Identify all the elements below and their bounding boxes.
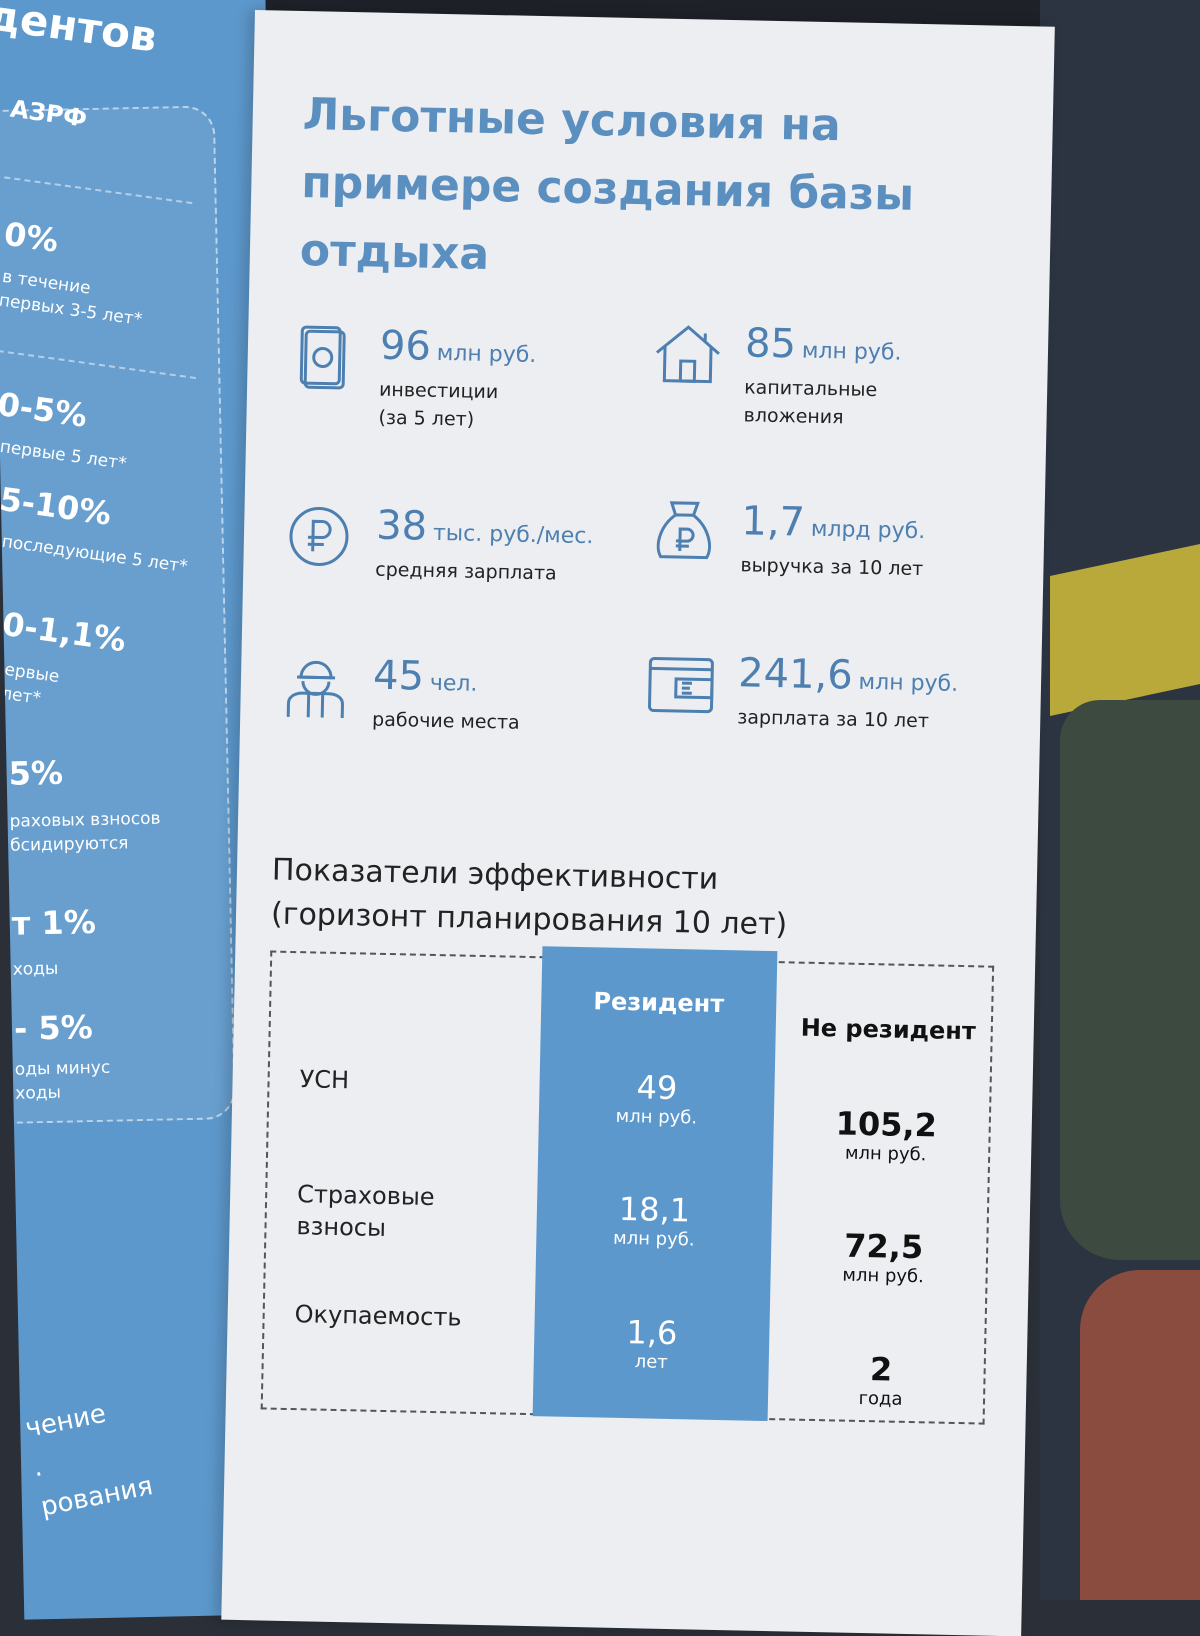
ruble-coin-icon [283, 501, 354, 572]
cell-unit: млн руб. [615, 1105, 698, 1129]
left-item-value: 5% [8, 753, 64, 793]
stat-label: выручка за 10 лет [740, 554, 924, 581]
stat-label: рабочие места [371, 708, 520, 734]
stat-unit: млрд руб. [810, 516, 926, 545]
resident-cell: 1,6 лет [534, 1311, 770, 1376]
cell-unit: млн руб. [842, 1264, 925, 1288]
stat-unit: млн руб. [858, 669, 959, 697]
left-item-desc: ервые лет* [0, 659, 61, 709]
background-jacket [1060, 700, 1200, 1260]
stat-investments: 96 млн руб. инвестиции (за 5 лет) [286, 321, 537, 435]
stat-number: 38 [375, 502, 428, 550]
cell-value: 2 [869, 1350, 893, 1389]
cell-value: 105,2 [835, 1104, 938, 1145]
stat-number: 241,6 [737, 650, 854, 699]
stat-revenue: 1,7 млрд руб. выручка за 10 лет [648, 496, 926, 583]
house-icon [652, 318, 723, 389]
non-resident-cell: 105,2 млн руб. [783, 1103, 989, 1167]
stat-unit: млн руб. [801, 338, 902, 366]
stat-label: инвестиции (за 5 лет) [378, 378, 499, 431]
money-bag-icon [648, 496, 719, 567]
row-label-usn: УСН [299, 1065, 350, 1095]
stat-number: 1,7 [740, 498, 806, 546]
cell-value: 18,1 [618, 1189, 691, 1230]
stat-number: 96 [379, 322, 432, 370]
stat-payroll: 241,6 млн руб. зарплата за 10 лет [645, 648, 959, 736]
stat-unit: тыс. руб./мес. [432, 520, 594, 550]
stat-unit: млн руб. [436, 340, 537, 368]
resident-cell: 18,1 млн руб. [536, 1188, 772, 1253]
non-resident-cell: 2 года [778, 1348, 984, 1412]
stat-salary: 38 тыс. руб./мес. средняя зарплата [283, 501, 594, 588]
resident-cell: 49 млн руб. [539, 1066, 775, 1131]
left-item-value: - 5% [13, 1008, 94, 1048]
cell-value: 72,5 [843, 1226, 924, 1267]
worker-icon [280, 651, 351, 722]
stat-number: 85 [744, 320, 797, 368]
stat-unit: чел. [429, 670, 478, 697]
background-hand [1080, 1270, 1200, 1600]
left-heading: дентов [0, 0, 160, 62]
resident-header: Резидент [593, 987, 725, 1019]
brochure-page: Льготные условия на примере создания баз… [221, 10, 1055, 1636]
resident-column: Резидент 49 млн руб. 18,1 млн руб. 1,6 л… [532, 946, 778, 1422]
stat-label: средняя зарплата [375, 558, 557, 585]
non-resident-header: Не резидент [800, 1013, 977, 1046]
stat-jobs: 45 чел. рабочие места [280, 651, 521, 737]
left-item-desc: раховых взносов бсидируются [9, 808, 161, 856]
cell-unit: млн руб. [612, 1227, 695, 1251]
non-resident-cell: 72,5 млн руб. [780, 1225, 986, 1289]
stat-number: 45 [372, 652, 425, 700]
indicators-title: Показатели эффективности (горизонт плани… [270, 852, 788, 943]
non-resident-column: Не резидент 105,2 млн руб. 72,5 млн руб.… [778, 963, 992, 1422]
indicators-table: УСН Страховые взносы Окупаемость Резиден… [260, 946, 995, 1425]
left-item-desc: оды минус ходы [14, 1057, 111, 1104]
stat-capital: 85 млн руб. капитальные вложения [651, 318, 902, 432]
cell-value: 49 [636, 1068, 678, 1108]
row-label-payback: Окупаемость [294, 1300, 462, 1332]
cell-unit: лет [634, 1351, 669, 1373]
row-label-insurance: Страховые взносы [296, 1180, 435, 1243]
wallet-icon [645, 648, 716, 719]
money-icon [287, 321, 358, 392]
left-footer-text: чение . рования [22, 1398, 156, 1523]
stat-label: зарплата за 10 лет [737, 706, 930, 733]
cell-value: 1,6 [626, 1313, 678, 1353]
left-item-value: 0% [1, 214, 61, 260]
left-item-desc: ходы [12, 958, 59, 980]
cell-unit: года [858, 1387, 903, 1410]
stat-label: капитальные вложения [743, 376, 878, 429]
page-title: Льготные условия на примере создания баз… [299, 89, 915, 280]
cell-unit: млн руб. [844, 1142, 927, 1166]
left-item-value: т 1% [11, 902, 97, 943]
